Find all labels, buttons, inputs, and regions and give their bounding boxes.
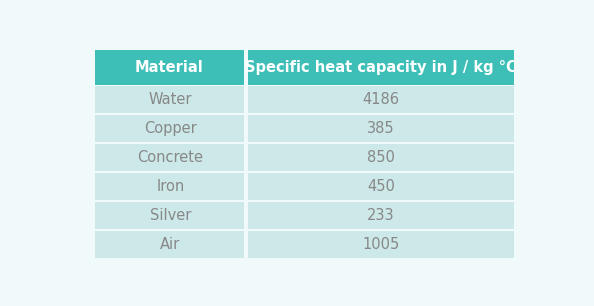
Text: Concrete: Concrete	[137, 150, 203, 165]
Text: 450: 450	[367, 179, 394, 194]
Text: Material: Material	[135, 60, 204, 75]
Text: 850: 850	[367, 150, 394, 165]
Bar	[95, 50, 244, 85]
Bar	[248, 202, 514, 229]
Bar	[248, 231, 514, 259]
Text: Specific heat capacity in J / kg °C: Specific heat capacity in J / kg °C	[245, 60, 517, 75]
Text: 1005: 1005	[362, 237, 399, 252]
Text: Air: Air	[160, 237, 181, 252]
Bar	[248, 50, 514, 85]
Text: Iron: Iron	[156, 179, 185, 194]
Text: 385: 385	[367, 121, 394, 136]
Text: 233: 233	[367, 208, 394, 223]
Text: 4186: 4186	[362, 92, 399, 107]
Bar	[95, 231, 244, 259]
Bar	[95, 144, 244, 171]
Text: Silver: Silver	[150, 208, 191, 223]
Bar	[248, 115, 514, 142]
Bar	[95, 86, 244, 113]
Bar	[248, 86, 514, 113]
Bar	[95, 202, 244, 229]
Text: Water: Water	[148, 92, 192, 107]
Bar	[248, 173, 514, 200]
Bar	[95, 115, 244, 142]
Bar	[248, 144, 514, 171]
Bar	[95, 173, 244, 200]
Text: Copper: Copper	[144, 121, 197, 136]
